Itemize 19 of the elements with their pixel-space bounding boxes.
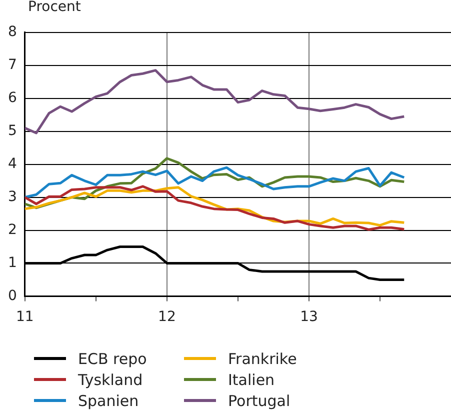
y-tick-label: 4 (8, 156, 17, 172)
legend-label: Italien (228, 370, 275, 388)
y-tick-label: 7 (8, 57, 17, 74)
y-tick-label: 0 (8, 288, 17, 304)
y-tick-label: 6 (8, 90, 17, 106)
y-tick-label: 2 (8, 222, 17, 238)
legend-label: Portugal (228, 392, 290, 410)
y-tick-label: 3 (8, 188, 17, 205)
x-tick-label: 12 (158, 309, 176, 326)
x-tick-label: 13 (300, 309, 318, 326)
legend-label: ECB repo (78, 350, 147, 368)
y-tick-label: 8 (8, 24, 17, 40)
y-tick-label: 1 (8, 254, 17, 271)
legend-label: Spanien (78, 392, 139, 410)
legend-label: Frankrike (228, 350, 297, 368)
legend-label: Tyskland (78, 370, 143, 388)
x-tick-label: 11 (16, 309, 34, 326)
y-axis-title: Procent (27, 0, 82, 16)
y-tick-label: 5 (8, 122, 17, 139)
